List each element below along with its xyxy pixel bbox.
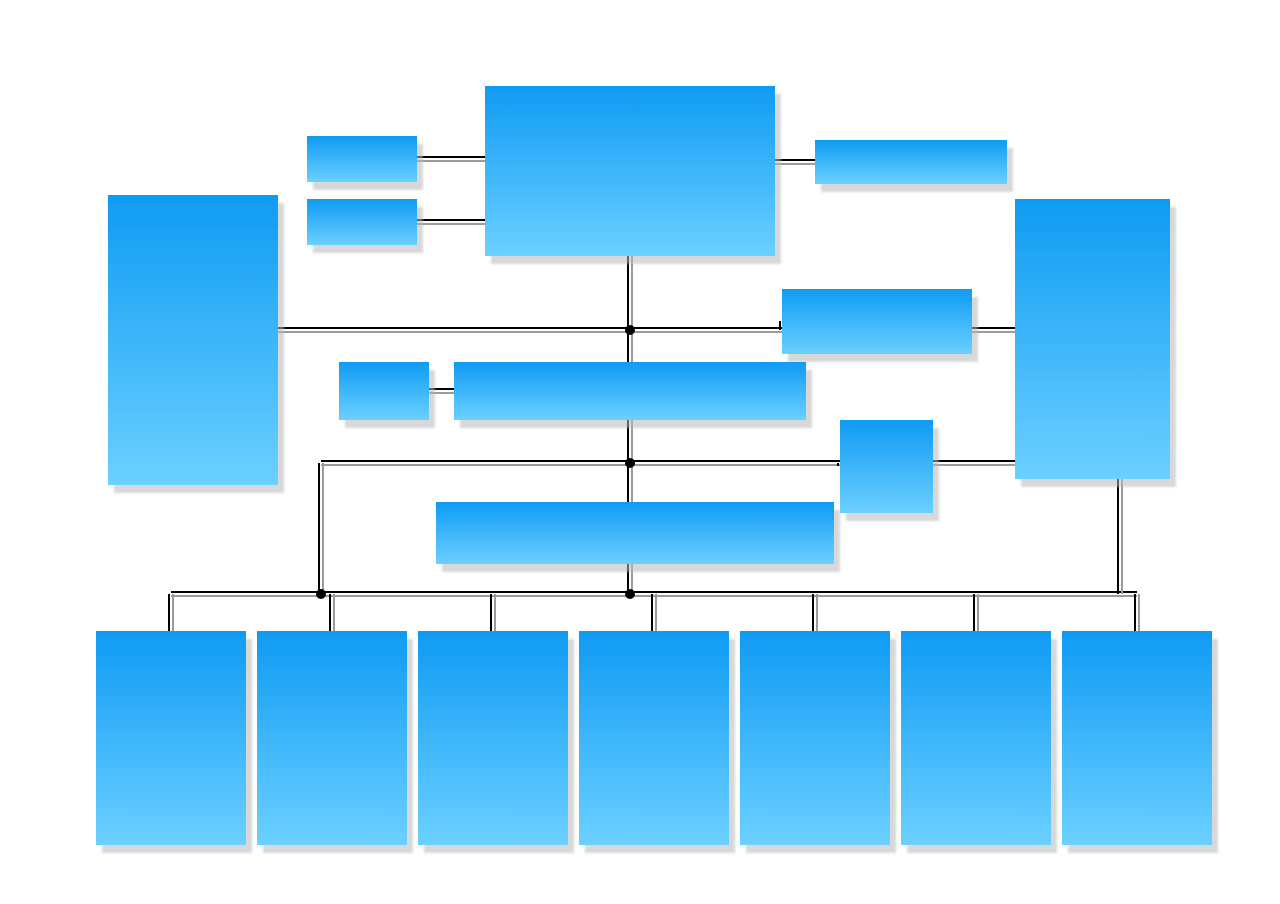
org-chart-canvas	[0, 0, 1280, 904]
node-top-left-2	[307, 199, 417, 245]
node-leaf-4	[579, 631, 729, 845]
edge	[417, 220, 485, 224]
edge	[1135, 594, 1139, 631]
edge	[491, 594, 495, 631]
node-leaf-3	[418, 631, 568, 845]
junction	[625, 589, 635, 599]
edge	[319, 463, 323, 594]
node-side-right-tall	[1015, 199, 1170, 479]
edge	[330, 594, 334, 631]
edge	[628, 463, 632, 502]
node-lower-center	[436, 502, 834, 564]
edge	[321, 461, 1120, 465]
junction	[625, 458, 635, 468]
node-top-left-1	[307, 136, 417, 182]
node-top-right-wide	[815, 140, 1007, 184]
node-right-square	[840, 420, 933, 513]
node-leaf-1	[96, 631, 246, 845]
node-right-upper-med	[782, 289, 972, 354]
edge	[1118, 550, 1122, 594]
junction	[316, 589, 326, 599]
edge	[169, 594, 173, 631]
edge	[628, 420, 632, 463]
node-mid-center	[454, 362, 806, 420]
node-leaf-6	[901, 631, 1051, 845]
edge	[813, 594, 817, 631]
edge	[775, 160, 815, 164]
node-top-main	[485, 86, 775, 256]
node-leaf-5	[740, 631, 890, 845]
edge	[652, 594, 656, 631]
edge	[628, 256, 632, 330]
node-leaf-2	[257, 631, 407, 845]
edge	[171, 592, 1137, 596]
node-side-left-tall	[108, 195, 278, 485]
junction	[625, 325, 635, 335]
node-mid-left-small	[339, 362, 429, 420]
edge	[429, 389, 454, 393]
edge	[417, 157, 485, 161]
node-leaf-7	[1062, 631, 1212, 845]
edge	[974, 594, 978, 631]
